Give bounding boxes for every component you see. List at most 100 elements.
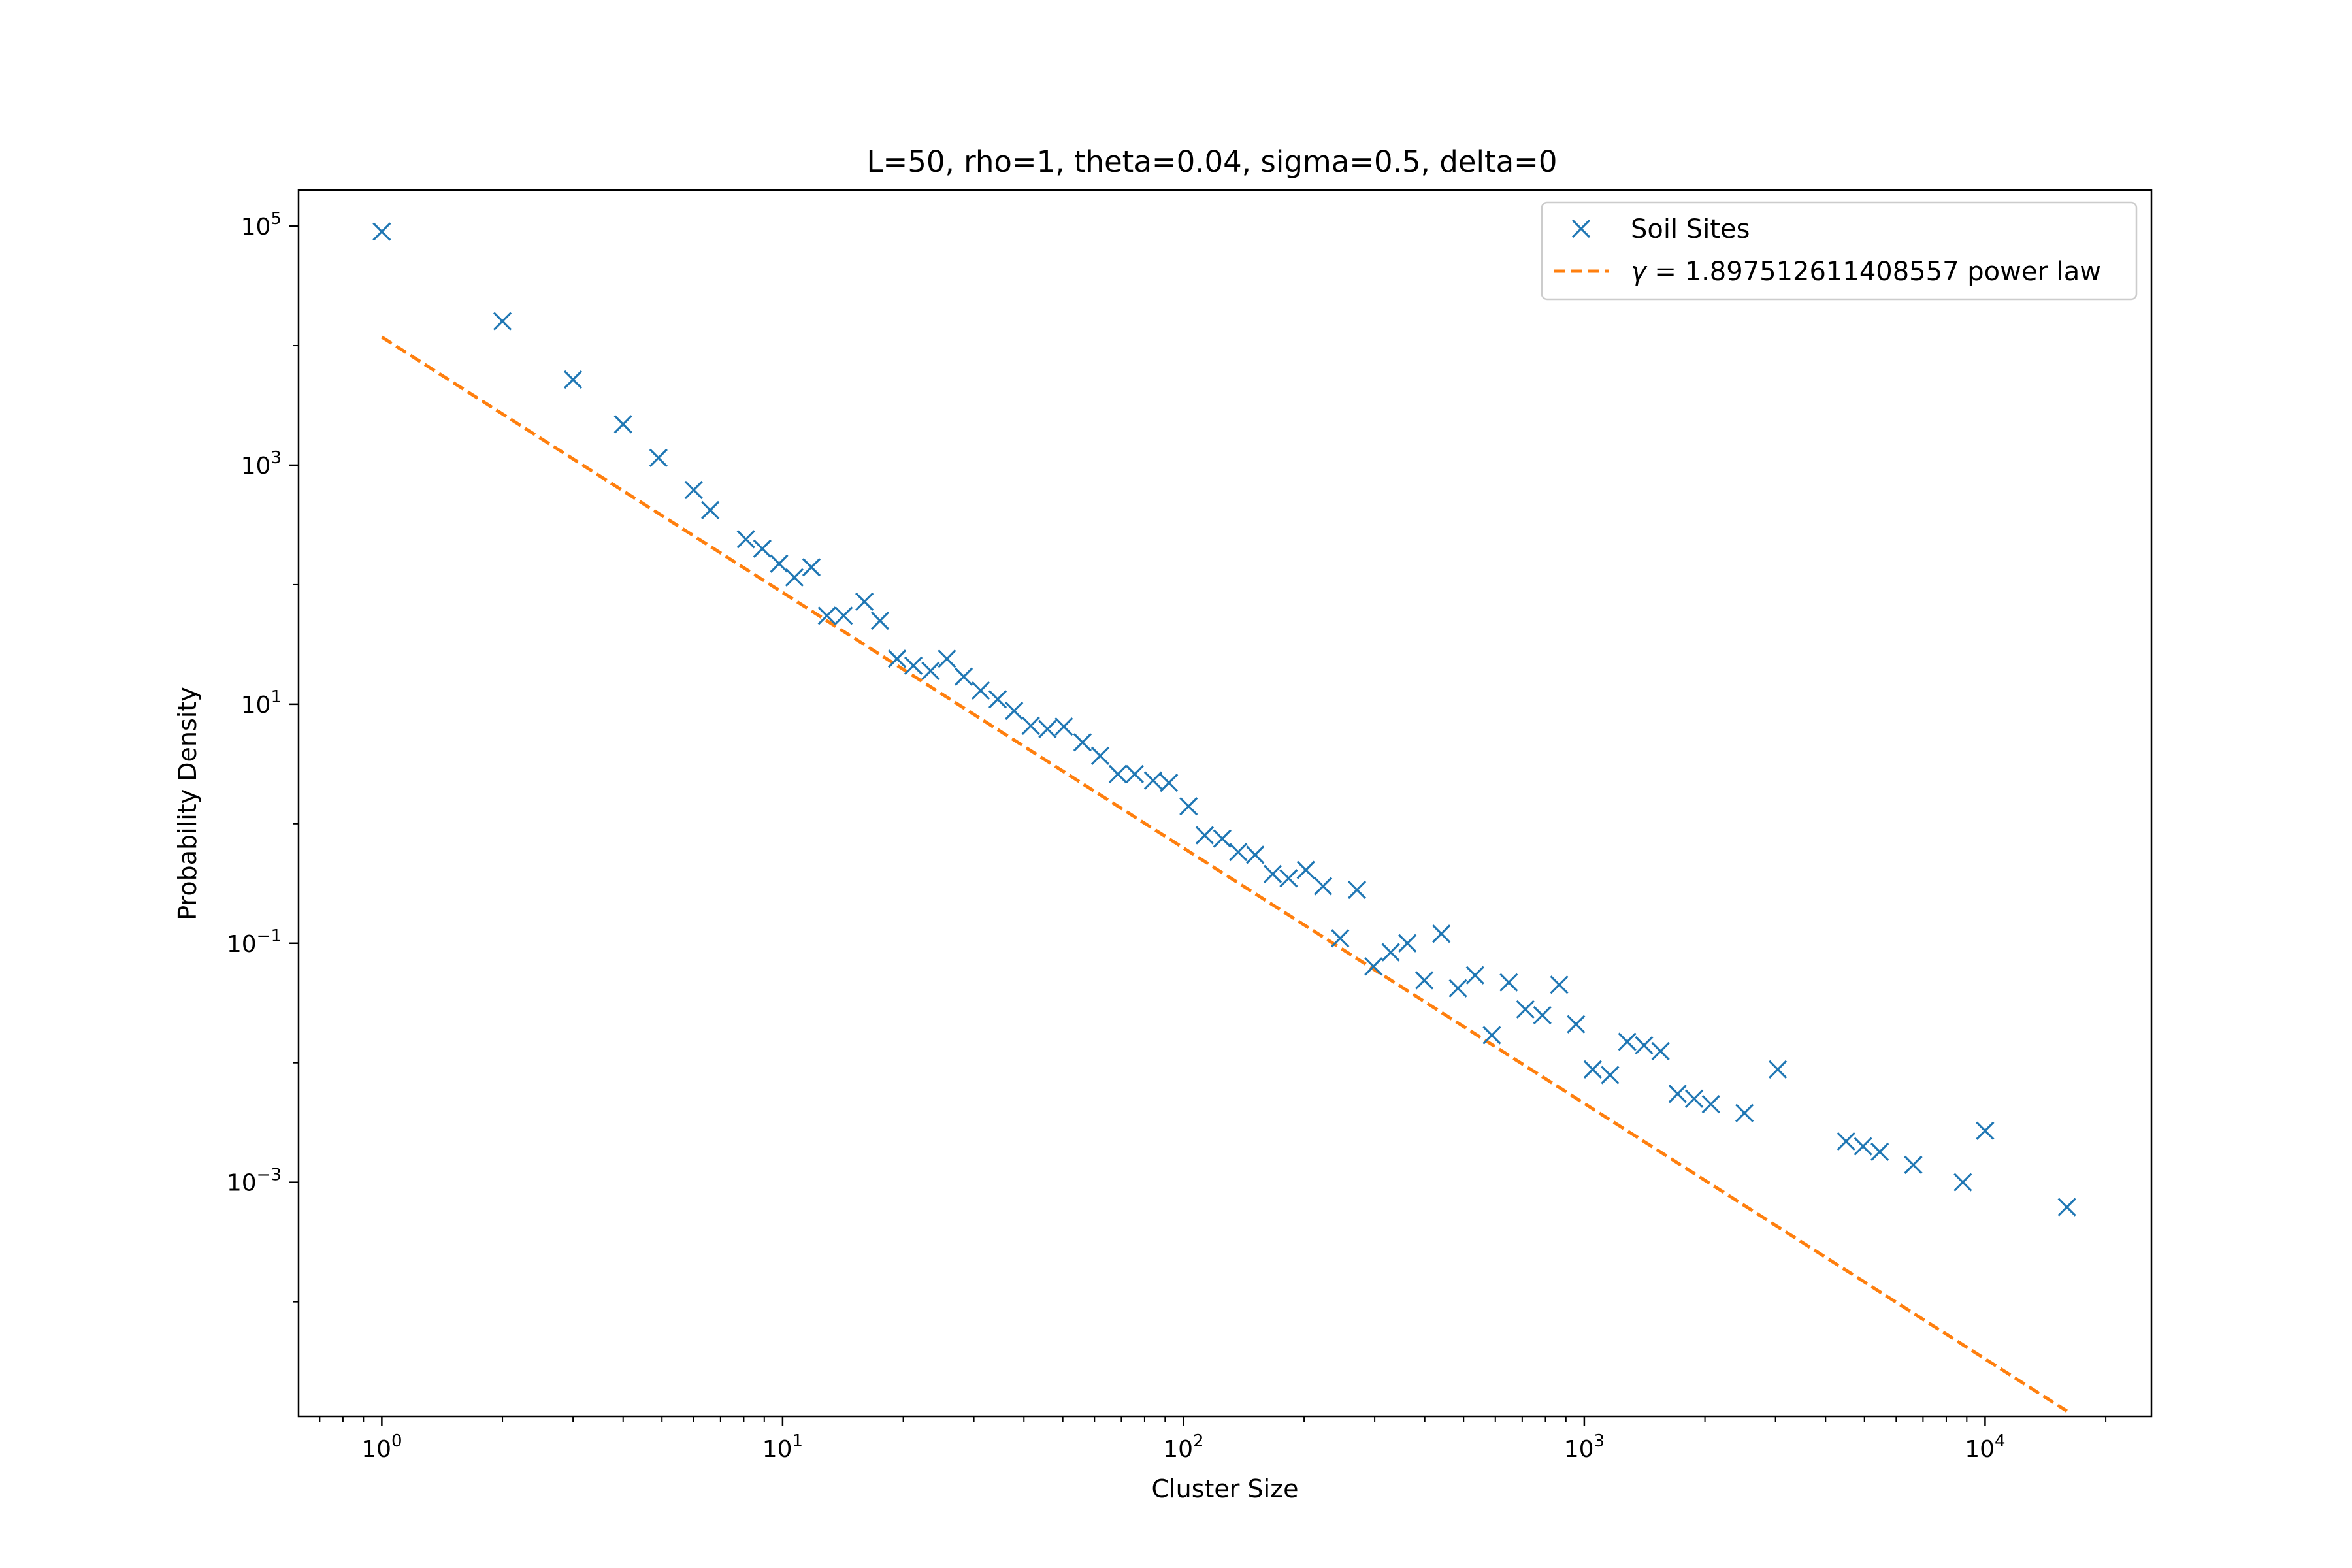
data-point <box>1229 842 1248 862</box>
data-point-stroke-b <box>1432 924 1451 943</box>
data-point <box>1668 1085 1687 1103</box>
data-point-stroke-b <box>834 606 853 625</box>
data-point-stroke-b <box>1837 1132 1855 1151</box>
x-tick-exponent: 2 <box>1193 1431 1204 1451</box>
data-point <box>1651 1041 1670 1061</box>
data-point <box>1854 1137 1872 1156</box>
data-point <box>1005 701 1024 721</box>
data-point <box>971 681 990 700</box>
data-point-stroke-b <box>1448 979 1467 998</box>
data-point-stroke-b <box>1195 826 1215 845</box>
y-tick-base: 10 <box>227 931 257 958</box>
data-point <box>1953 1173 1972 1192</box>
y-tick-base: 10 <box>241 214 271 240</box>
data-point <box>1263 864 1282 883</box>
data-point <box>1038 719 1057 738</box>
data-point <box>1213 829 1232 848</box>
data-point <box>1279 869 1298 888</box>
data-point <box>988 690 1007 709</box>
data-point-stroke-b <box>1976 1121 1995 1140</box>
y-tick-exponent: 5 <box>270 209 282 229</box>
data-point-stroke-b <box>1567 1015 1586 1034</box>
data-point <box>834 606 853 625</box>
data-point <box>684 480 703 500</box>
y-tick-label: 105 <box>241 209 282 240</box>
data-point <box>1499 973 1518 992</box>
data-point-stroke-b <box>1701 1095 1720 1114</box>
data-point-stroke-b <box>1054 717 1073 736</box>
data-point <box>1601 1066 1620 1085</box>
data-point-stroke-b <box>563 370 583 389</box>
data-point-stroke-b <box>1108 764 1128 784</box>
x-tick-exponent: 1 <box>792 1431 804 1451</box>
data-point-stroke-b <box>785 568 804 587</box>
x-tick-base: 10 <box>1564 1436 1594 1463</box>
y-tick-label: 101 <box>241 687 282 719</box>
data-point <box>1347 880 1367 900</box>
data-point-stroke-b <box>1601 1066 1620 1085</box>
data-point <box>1837 1132 1855 1151</box>
legend-power-law-text: = 1.897512611408557 power law <box>1646 257 2101 287</box>
y-tick-exponent: 3 <box>270 448 282 468</box>
x-tick-exponent: 3 <box>1594 1431 1605 1451</box>
y-tick-base: 10 <box>227 1170 257 1197</box>
data-point <box>1516 1000 1535 1019</box>
y-tick-base: 10 <box>241 453 271 480</box>
data-point <box>563 370 583 389</box>
data-point <box>1482 1026 1501 1045</box>
data-point-stroke-b <box>1296 860 1315 879</box>
data-point <box>785 568 804 587</box>
x-tick-label: 100 <box>361 1431 402 1463</box>
data-point <box>1381 943 1400 962</box>
y-tick-base: 10 <box>241 692 271 719</box>
data-point-stroke-b <box>887 649 907 668</box>
data-point-stroke-b <box>649 448 668 468</box>
data-point <box>921 661 940 681</box>
data-point-stroke-b <box>921 661 940 681</box>
legend-label-soil-sites: Soil Sites <box>1631 214 1750 244</box>
data-point-stroke-b <box>1668 1085 1687 1103</box>
data-point <box>1108 764 1128 784</box>
data-point-stroke-b <box>1414 971 1434 990</box>
x-tick-exponent: 4 <box>1995 1431 2006 1451</box>
data-point <box>1701 1095 1720 1114</box>
data-point <box>1398 934 1417 953</box>
y-tick-exponent: −1 <box>257 926 282 946</box>
data-point <box>904 656 923 676</box>
data-point <box>1769 1060 1788 1079</box>
data-point-stroke-b <box>1005 701 1024 721</box>
data-point <box>1054 717 1073 736</box>
data-point <box>954 667 973 686</box>
x-tick-base: 10 <box>1163 1436 1193 1463</box>
data-point <box>701 500 720 520</box>
data-point <box>770 554 789 573</box>
data-point-stroke-b <box>1870 1142 1889 1162</box>
data-point-stroke-b <box>1398 934 1417 953</box>
data-point-stroke-b <box>1583 1060 1603 1079</box>
data-point-stroke-b <box>1684 1089 1704 1108</box>
data-point-stroke-b <box>904 656 923 676</box>
data-point-stroke-b <box>1364 957 1383 976</box>
data-point <box>1414 971 1434 990</box>
y-tick-label: 10−1 <box>227 926 282 958</box>
data-point <box>1313 877 1333 896</box>
data-point <box>1160 774 1179 792</box>
data-point-stroke-b <box>1533 1005 1552 1025</box>
data-point <box>1567 1015 1586 1034</box>
data-point <box>1143 771 1163 790</box>
legend-box <box>1541 201 2138 301</box>
y-tick-label: 10−3 <box>227 1166 282 1197</box>
data-point <box>753 539 772 558</box>
data-point <box>1465 966 1484 985</box>
legend: Soil Sites γ = 1.897512611408557 power l… <box>1541 201 2138 301</box>
data-point <box>938 649 956 668</box>
x-tick-label: 104 <box>1965 1431 2005 1463</box>
data-point <box>1246 845 1265 864</box>
data-point-stroke-b <box>613 415 632 434</box>
data-point <box>1976 1121 1995 1140</box>
data-point-stroke-b <box>1213 829 1232 848</box>
legend-x-marker-stroke-b <box>1571 219 1591 238</box>
data-point-stroke-b <box>701 500 720 520</box>
data-point-stroke-b <box>1651 1041 1670 1061</box>
